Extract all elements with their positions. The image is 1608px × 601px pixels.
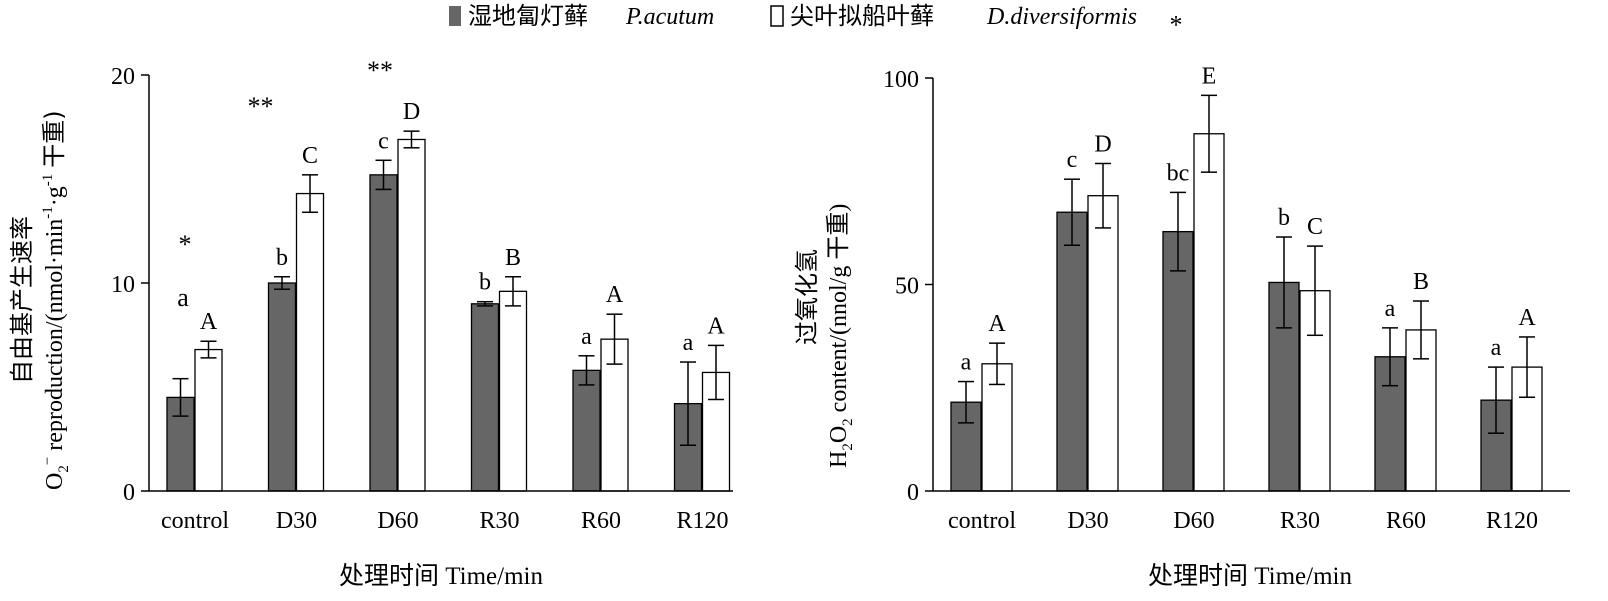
chart-left-bar-series1 — [470, 303, 500, 492]
chart-left-ylabel-line2: O2− reproduction/(nmol·min-1·g-1 干重) — [40, 110, 72, 490]
chart-left-yticks: 0 10 20 — [111, 64, 149, 506]
chart-left-bar-series1 — [572, 369, 601, 492]
chart-left-sig-letter: A — [606, 282, 624, 308]
chart-left-sig-letter: b — [479, 270, 491, 296]
legend-swatch-filled — [449, 6, 461, 26]
legend-label-latin-2: D.diversiformis — [986, 4, 1137, 30]
chart-left-ylabel-species-sub: 2 — [56, 465, 72, 473]
chart-left-annotation: * — [179, 230, 192, 259]
chart-left-xtick-label: control — [161, 508, 229, 534]
chart-right-sig-letter: bc — [1167, 160, 1190, 186]
chart-left-sig-letter: b — [276, 245, 288, 271]
legend-label-cn-2: 尖叶拟船叶藓 — [790, 2, 934, 30]
chart-left-sig-letter: B — [505, 245, 521, 271]
chart-right-ylabel-line2: H2O2 content/(nnol/g 干重) — [825, 204, 856, 468]
chart-right-xtick-label: D30 — [1067, 508, 1108, 534]
chart-left-sig-letter: A — [707, 313, 725, 339]
chart-right-ylabel-h: H — [826, 451, 852, 468]
chart-left-ytick-label: 20 — [111, 64, 135, 90]
chart-left-ylabel-mid: ·g — [42, 186, 68, 206]
chart-left-xtick-label: R60 — [581, 508, 621, 534]
chart-left-annotation: a — [177, 283, 189, 312]
chart-left-bar-series1 — [369, 174, 398, 492]
chart-right-ylabel-sub2: 2 — [840, 418, 856, 426]
chart-right-sig-letter: D — [1094, 131, 1111, 157]
chart-right-ylabel-cn: 过氧化氢 — [793, 249, 821, 345]
chart-left-annotation: ** — [367, 56, 393, 85]
chart-left-ylabel-cn: 自由基产生速率 — [8, 216, 36, 384]
legend: 湿地匐灯藓 P.acutum 尖叶拟船叶藓 D.diversiformis — [449, 2, 1137, 30]
chart-left-bar-series2 — [295, 192, 325, 492]
chart-right-bar-series1 — [1162, 230, 1194, 492]
chart-right-ylabel-rest: content/(nnol/g 干重) — [825, 204, 852, 419]
chart-right-ytick-label: 50 — [895, 274, 919, 300]
chart-left-bar-series2 — [498, 290, 528, 492]
chart-left-bar-series1 — [267, 282, 297, 492]
chart-left-xtick-label: R120 — [676, 508, 728, 534]
chart-right-x-axis-label: 处理时间 Time/min — [1148, 562, 1352, 590]
chart-left-ytick-label: 0 — [123, 480, 135, 506]
chart-right-y-axis-label-en: H2O2 content/(nnol/g 干重) — [825, 204, 856, 468]
chart-right-sig-letter: a — [1491, 335, 1502, 361]
chart-right-sig-letter: A — [988, 311, 1006, 337]
chart-right-y-axis-label: 过氧化氢 — [793, 249, 821, 345]
chart-left-ylabel-tail: 干重) — [40, 110, 68, 167]
chart-right-sig-letter: b — [1278, 205, 1290, 231]
legend-swatch-open — [770, 5, 784, 27]
chart-right-ylabel-sub1: 2 — [840, 443, 856, 451]
chart-left-annotation: ** — [248, 92, 274, 121]
chart-right-sig-letter: c — [1067, 147, 1078, 173]
chart-left-ylabel-en: reproduction/(nmol·min — [42, 219, 68, 451]
chart-right-yticks: 0 50 100 — [883, 67, 933, 506]
chart-left-sig-letter: a — [683, 330, 694, 356]
chart-left-bar-series2 — [397, 138, 426, 492]
chart-left-y-axis-label-en: O2− reproduction/(nmol·min-1·g-1 干重) — [40, 110, 72, 490]
chart-left-ylabel-exp2: -1 — [40, 174, 56, 187]
chart-right-xtick-label: R60 — [1386, 508, 1426, 534]
chart-left-xtick-label: D30 — [276, 508, 317, 534]
chart-right-xticks: control D30 D60 R30 R60 R120 — [948, 508, 1538, 534]
chart-right-xtick-label: D60 — [1173, 508, 1214, 534]
chart-right-sig-letter: a — [961, 350, 972, 376]
chart-right-bar-series1 — [1056, 211, 1088, 492]
chart-right-sig-letter: B — [1413, 269, 1429, 295]
chart-right-bar-series2 — [1087, 195, 1119, 492]
chart-right-xtick-label: control — [948, 508, 1016, 534]
chart-right-ylabel-o: O — [826, 426, 852, 443]
chart-left-ylabel-species-sup: − — [40, 457, 56, 465]
legend-label-latin-1: P.acutum — [625, 4, 714, 30]
chart-left-sig-letter: c — [378, 128, 389, 154]
chart-right-bar-series2 — [1193, 133, 1225, 492]
chart-left-ylabel-species: O — [42, 473, 68, 490]
chart-left-xticks: control D30 D60 R30 R60 R120 — [161, 508, 729, 534]
chart-left-bar-series2 — [194, 348, 223, 492]
chart-right-annotation: * — [1170, 10, 1183, 39]
chart-left-sig-letter: a — [581, 324, 592, 350]
chart-left-xtick-label: D60 — [377, 508, 418, 534]
chart-right-xtick-label: R120 — [1486, 508, 1538, 534]
chart-right-ytick-label: 0 — [907, 480, 919, 506]
chart-left-ytick-label: 10 — [111, 272, 135, 298]
chart-left-sig-letter: C — [302, 143, 318, 169]
legend-label-cn-1: 湿地匐灯藓 — [468, 2, 588, 30]
chart-right-sig-letter: E — [1202, 63, 1217, 89]
chart-right-sig-letter: A — [1518, 305, 1536, 331]
chart-left-sig-letter: D — [403, 99, 420, 125]
chart-left-y-axis-label: 自由基产生速率 — [8, 216, 36, 384]
chart-right-xtick-label: R30 — [1280, 508, 1320, 534]
chart-left-xtick-label: R30 — [479, 508, 519, 534]
chart-right-sig-letter: a — [1385, 296, 1396, 322]
chart-left-ylabel-exp1: -1 — [40, 206, 56, 219]
chart-right-sig-letter: C — [1307, 214, 1323, 240]
chart-left-sig-letter: A — [200, 309, 218, 335]
chart-right-ytick-label: 100 — [883, 67, 919, 93]
chart-left-x-axis-label: 处理时间 Time/min — [339, 562, 543, 590]
